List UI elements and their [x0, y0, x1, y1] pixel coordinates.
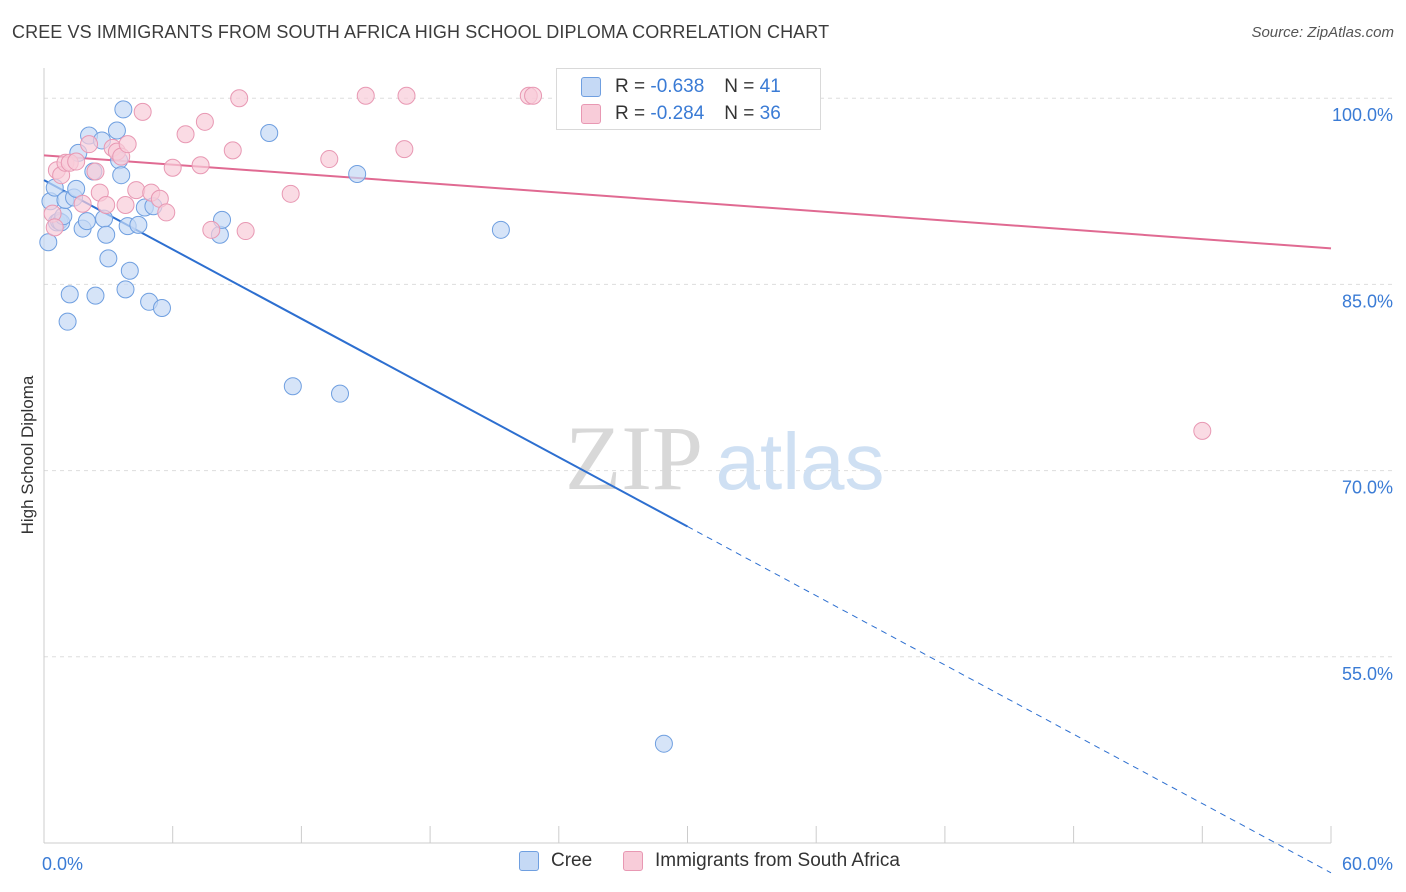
watermark-zip: ZIP	[565, 407, 703, 509]
cree-trend-line	[43, 179, 688, 528]
cree-point[interactable]	[152, 299, 171, 318]
sa-point[interactable]	[320, 150, 339, 169]
sa-point[interactable]	[524, 86, 543, 105]
cree-point[interactable]	[260, 123, 279, 142]
cree-point[interactable]	[99, 249, 118, 268]
cree-point[interactable]	[129, 215, 148, 234]
cree-point[interactable]	[654, 734, 673, 753]
stats-legend: R = -0.638 N = 41 R = -0.284 N = 36	[556, 68, 821, 130]
cree-point[interactable]	[491, 220, 510, 239]
sa-point[interactable]	[80, 135, 99, 154]
cree-point[interactable]	[116, 280, 135, 299]
sa-point[interactable]	[195, 112, 214, 131]
sa-n-label: N =	[724, 103, 755, 124]
cree-point[interactable]	[67, 179, 86, 198]
y-tick-label: 85.0%	[1342, 291, 1393, 311]
cree-trend-extension	[687, 526, 1332, 874]
cree-point[interactable]	[348, 164, 367, 183]
sa-point[interactable]	[67, 152, 86, 171]
cree-point[interactable]	[97, 225, 116, 244]
sa-point[interactable]	[133, 102, 152, 121]
sa-point[interactable]	[191, 156, 210, 175]
cree-point[interactable]	[107, 121, 126, 140]
cree-r-value: -0.638	[650, 76, 705, 97]
bottom-legend: Cree Immigrants from South Africa	[0, 850, 1406, 880]
cree-n-value: 41	[759, 76, 781, 97]
sa-point[interactable]	[395, 140, 414, 159]
sa-point[interactable]	[73, 194, 92, 213]
sa-n-value: 36	[759, 103, 781, 124]
cree-point[interactable]	[39, 233, 58, 252]
sa-point[interactable]	[202, 220, 221, 239]
legend-label-sa: Immigrants from South Africa	[655, 850, 900, 871]
cree-point[interactable]	[60, 285, 79, 304]
stats-row-cree: R = -0.638 N = 41	[581, 75, 781, 99]
cree-r-label: R =	[615, 76, 646, 97]
x-tick-label: 0.0%	[42, 854, 83, 874]
cree-point[interactable]	[58, 312, 77, 331]
cree-point[interactable]	[120, 261, 139, 280]
sa-point[interactable]	[163, 158, 182, 177]
legend-item-cree[interactable]: Cree	[519, 850, 592, 872]
y-tick-label: 100.0%	[1332, 105, 1393, 125]
legend-swatch-cree	[519, 851, 539, 871]
y-tick-label: 55.0%	[1342, 664, 1393, 684]
cree-point[interactable]	[283, 377, 302, 396]
sa-point[interactable]	[157, 203, 176, 222]
sa-point[interactable]	[236, 222, 255, 241]
watermark-atlas: atlas	[716, 417, 885, 506]
chart-title: CREE VS IMMIGRANTS FROM SOUTH AFRICA HIG…	[12, 22, 830, 42]
sa-point[interactable]	[86, 162, 105, 181]
sa-trend-line	[43, 154, 1332, 250]
cree-swatch	[581, 77, 601, 97]
sa-point[interactable]	[397, 86, 416, 105]
sa-point[interactable]	[118, 135, 137, 154]
sa-point[interactable]	[127, 181, 146, 200]
cree-point[interactable]	[114, 100, 133, 119]
sa-point[interactable]	[176, 125, 195, 144]
cree-n-label: N =	[724, 76, 755, 97]
y-axis-label: High School Diploma	[18, 375, 37, 534]
legend-item-sa[interactable]: Immigrants from South Africa	[623, 850, 900, 872]
stats-row-sa: R = -0.284 N = 36	[581, 102, 781, 126]
sa-r-value: -0.284	[650, 103, 705, 124]
sa-point[interactable]	[116, 195, 135, 214]
x-tick-label: 60.0%	[1342, 854, 1393, 874]
sa-point[interactable]	[97, 195, 116, 214]
sa-point[interactable]	[45, 218, 64, 237]
sa-point[interactable]	[223, 141, 242, 160]
legend-label-cree: Cree	[551, 850, 593, 871]
cree-point[interactable]	[77, 212, 96, 231]
cree-point[interactable]	[86, 286, 105, 305]
sa-r-label: R =	[615, 103, 646, 124]
cree-point[interactable]	[112, 166, 131, 185]
sa-point[interactable]	[281, 184, 300, 203]
cree-point[interactable]	[331, 384, 350, 403]
y-tick-label: 70.0%	[1342, 478, 1393, 498]
sa-swatch	[581, 104, 601, 124]
legend-swatch-sa	[623, 851, 643, 871]
sa-point[interactable]	[356, 86, 375, 105]
sa-point[interactable]	[1193, 421, 1212, 440]
sa-point[interactable]	[230, 89, 249, 108]
source-label: Source: ZipAtlas.com	[1251, 24, 1394, 41]
